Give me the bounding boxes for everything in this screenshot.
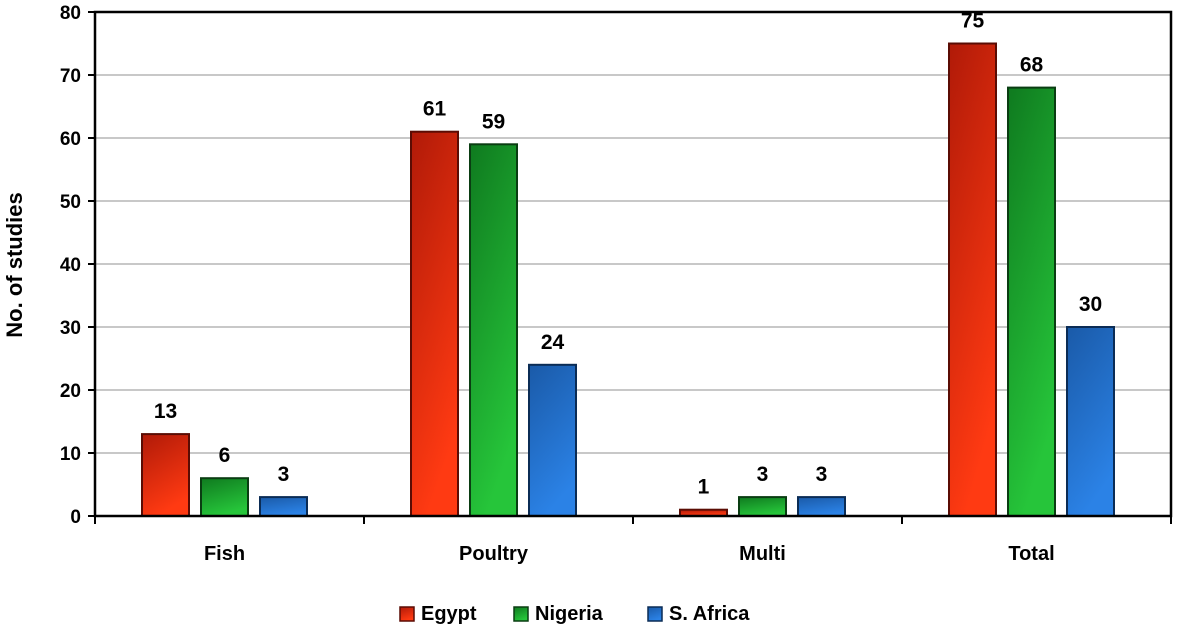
y-axis-title: No. of studies	[2, 192, 27, 337]
y-tick-label: 30	[60, 318, 81, 339]
y-tick-label: 40	[60, 255, 81, 276]
bar-egypt-total	[948, 42, 997, 517]
y-tick-label: 20	[60, 381, 81, 402]
bar-s-africa-fish	[259, 496, 308, 518]
bar-egypt-fish	[141, 433, 190, 518]
data-label: 30	[1079, 293, 1102, 316]
data-label: 24	[541, 331, 565, 354]
y-tick-label: 10	[60, 444, 81, 465]
bar-s-africa-multi	[797, 496, 846, 518]
y-tick-label: 70	[60, 66, 81, 87]
data-label: 68	[1020, 54, 1044, 77]
legend-swatch	[647, 606, 663, 622]
legend: Egypt Nigeria S. Africa	[399, 603, 750, 625]
bar-nigeria-poultry	[469, 143, 518, 518]
data-label: 6	[219, 444, 231, 467]
bar-nigeria-fish	[200, 477, 249, 518]
y-tick-label: 50	[60, 192, 81, 213]
legend-label: S. Africa	[669, 603, 750, 625]
bar-nigeria-multi	[738, 496, 787, 518]
data-label: 1	[698, 476, 710, 499]
data-label: 13	[154, 400, 177, 423]
data-label: 61	[423, 98, 447, 121]
legend-label: Nigeria	[535, 603, 604, 625]
x-category-label: Poultry	[459, 543, 529, 565]
gridlines	[95, 11, 1171, 454]
x-category-label: Multi	[739, 543, 786, 565]
x-category-label: Fish	[204, 543, 245, 565]
y-tick-label: 80	[60, 3, 81, 24]
bar-nigeria-total	[1007, 86, 1056, 517]
x-category-label: Total	[1008, 543, 1054, 565]
data-label: 59	[482, 110, 505, 133]
axes: 0 10 20 30 40 50 60 70 80 Fish Poultry Multi Total	[60, 3, 1173, 565]
legend-label: Egypt	[421, 603, 477, 625]
bar-s-africa-total	[1066, 326, 1115, 517]
data-label: 3	[278, 463, 290, 486]
y-tick-label: 60	[60, 129, 81, 150]
data-label: 3	[816, 463, 828, 486]
legend-swatch	[513, 606, 529, 622]
data-label: 75	[961, 10, 985, 33]
data-label: 3	[757, 463, 769, 486]
legend-swatch	[399, 606, 415, 622]
bar-egypt-poultry	[410, 130, 459, 517]
bar-s-africa-poultry	[528, 363, 577, 517]
bars	[141, 42, 1115, 518]
y-tick-label: 0	[70, 507, 81, 528]
